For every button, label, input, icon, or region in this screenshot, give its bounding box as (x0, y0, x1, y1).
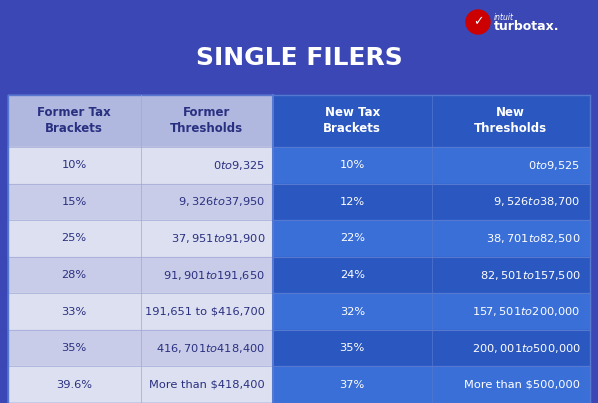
Bar (8, 147, 273, 184)
Text: 22%: 22% (340, 233, 365, 243)
Text: 28%: 28% (62, 270, 87, 280)
Text: $91,901 to $191,650: $91,901 to $191,650 (163, 268, 265, 282)
Text: $157,501 to $200,000: $157,501 to $200,000 (472, 305, 581, 318)
Text: $9,526 to $38,700: $9,526 to $38,700 (493, 195, 581, 208)
Text: 15%: 15% (62, 197, 87, 207)
Text: $37, 951 to $91,900: $37, 951 to $91,900 (170, 232, 265, 245)
Bar (8, 293, 273, 330)
Text: Former
Thresholds: Former Thresholds (170, 106, 243, 135)
Bar (273, 184, 590, 220)
Text: intuit: intuit (494, 12, 514, 21)
Bar (273, 293, 590, 330)
Bar (8, 95, 273, 147)
Text: ✓: ✓ (473, 15, 483, 29)
Text: Former Tax
Brackets: Former Tax Brackets (37, 106, 111, 135)
Bar (8, 366, 273, 403)
Text: New Tax
Brackets: New Tax Brackets (324, 106, 381, 135)
Text: 12%: 12% (340, 197, 365, 207)
Text: $0 to $9,325: $0 to $9,325 (213, 159, 265, 172)
Text: 39.6%: 39.6% (56, 380, 92, 390)
Bar (273, 95, 590, 147)
Text: $416,701 to $418,400: $416,701 to $418,400 (156, 342, 265, 355)
Text: SINGLE FILERS: SINGLE FILERS (196, 46, 402, 70)
Text: 25%: 25% (62, 233, 87, 243)
Bar (273, 257, 590, 293)
Text: $38,701 to $82,500: $38,701 to $82,500 (486, 232, 581, 245)
Text: 191,651 to $416,700: 191,651 to $416,700 (145, 307, 265, 317)
Text: turbotax.: turbotax. (494, 21, 560, 33)
Text: 35%: 35% (340, 343, 365, 353)
Text: 35%: 35% (62, 343, 87, 353)
Bar (8, 184, 273, 220)
Bar (0, 0, 598, 95)
Text: 24%: 24% (340, 270, 365, 280)
Bar (8, 257, 273, 293)
Text: $0 to $9,525: $0 to $9,525 (528, 159, 581, 172)
Text: $9,326 to $37,950: $9,326 to $37,950 (178, 195, 265, 208)
Text: $82,501 to $157,500: $82,501 to $157,500 (480, 268, 581, 282)
Text: 10%: 10% (62, 160, 87, 170)
Bar (273, 220, 590, 257)
Text: 33%: 33% (62, 307, 87, 317)
Text: New
Thresholds: New Thresholds (474, 106, 547, 135)
Bar (8, 330, 273, 366)
Bar (273, 330, 590, 366)
Circle shape (466, 10, 490, 34)
Text: 32%: 32% (340, 307, 365, 317)
Text: $200,001 to $500,000: $200,001 to $500,000 (472, 342, 581, 355)
Bar (8, 220, 273, 257)
Text: 37%: 37% (340, 380, 365, 390)
Text: More than $500,000: More than $500,000 (465, 380, 581, 390)
Bar (273, 147, 590, 184)
Text: More than $418,400: More than $418,400 (150, 380, 265, 390)
Text: 10%: 10% (340, 160, 365, 170)
Bar (273, 366, 590, 403)
